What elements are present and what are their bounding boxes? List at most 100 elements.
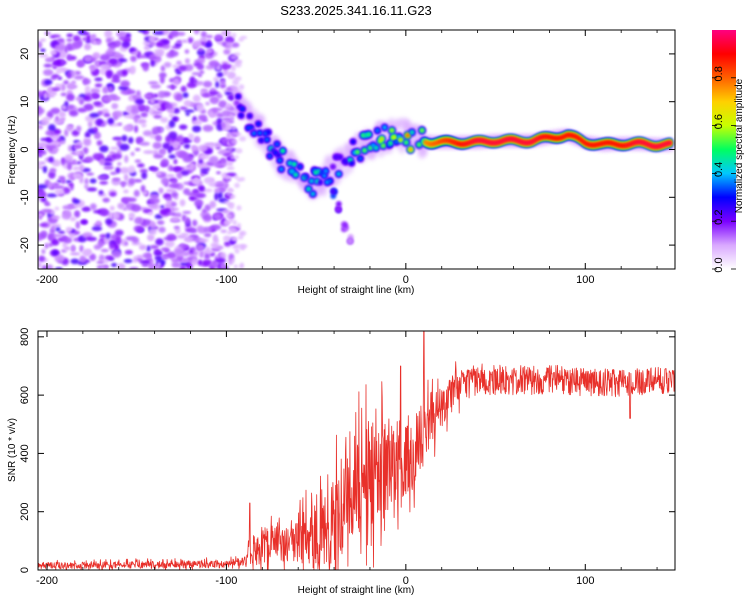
spectrogram-noise-blob — [136, 163, 145, 168]
spectrogram-noise-blob — [160, 65, 166, 72]
spectrogram-noise-blob — [213, 213, 222, 220]
spectrogram-y-tick-label: -10 — [19, 189, 31, 205]
spectrogram-noise-blob — [239, 262, 244, 268]
spectrogram-branch-cell — [335, 200, 342, 207]
spectrogram-noise-blob — [214, 192, 219, 201]
spectrogram-noise-blob — [84, 178, 89, 185]
spectrogram-noise-blob — [170, 216, 179, 222]
spectrogram-signal-cell — [382, 125, 387, 130]
spectrogram-noise-blob — [179, 106, 188, 110]
spectrogram-noise-blob — [74, 210, 81, 218]
spectrogram-noise-blob — [93, 126, 98, 133]
spectrogram-noise-blob — [191, 178, 200, 185]
spectrogram-signal-cell — [237, 104, 242, 109]
spectrogram-noise-blob — [42, 69, 54, 76]
spectrogram-signal-cell — [405, 133, 410, 138]
spectrogram-noise-blob — [140, 111, 148, 118]
spectrogram-noise-blob — [225, 121, 231, 129]
spectrogram-signal-cell — [328, 179, 332, 183]
spectrogram-noise-blob — [108, 57, 118, 66]
spectrogram-noise-blob — [115, 167, 121, 174]
spectrogram-noise-blob — [117, 122, 123, 126]
spectrogram-noise-blob — [187, 83, 197, 87]
spectrogram-signal-cell — [276, 153, 281, 157]
colorbar-tick-label: 0.6 — [713, 114, 725, 129]
spectrogram-noise-blob — [151, 126, 163, 134]
colorbar-tick-label: 0.4 — [713, 162, 725, 177]
spectrogram-noise-blob — [142, 40, 151, 46]
spectrogram-noise-blob — [166, 212, 175, 216]
spectrogram-noise-blob — [44, 31, 51, 36]
spectrogram-noise-blob — [51, 159, 61, 167]
spectrogram-noise-blob — [117, 161, 122, 166]
spectrogram-signal-cell — [336, 172, 341, 176]
snr-y-axis-title: SNR (10 * v/v) — [7, 418, 18, 482]
spectrogram-noise-blob — [133, 189, 140, 197]
spectrogram-noise-blob — [76, 61, 84, 68]
spectrogram-noise-blob — [133, 125, 139, 133]
spectrogram-noise-blob — [149, 197, 160, 205]
spectrogram-noise-blob — [225, 41, 234, 47]
spectrogram-noise-blob — [130, 55, 137, 62]
spectrogram-noise-blob — [133, 179, 143, 183]
spectrogram-noise-blob — [124, 155, 129, 163]
spectrogram-noise-blob — [185, 111, 190, 116]
spectrogram-noise-blob — [177, 31, 186, 36]
spectrogram-noise-blob — [209, 200, 217, 209]
spectrogram-noise-blob — [51, 249, 59, 256]
spectrogram-noise-blob — [166, 174, 175, 178]
snr-panel: -200 -100 0 100 0 200 400 600 800 Height of str… — [7, 328, 676, 596]
spectrogram-noise-blob — [53, 233, 64, 238]
spectrogram-noise-blob — [185, 262, 193, 269]
spectrogram-noise-blob — [39, 161, 46, 165]
spectrogram-noise-blob — [66, 71, 72, 79]
snr-x-axis: -200 -100 0 100 — [36, 331, 658, 587]
spectrogram-signal-cell — [338, 155, 343, 159]
spectrogram-noise-blob — [63, 209, 72, 217]
spectrogram-noise-blob — [139, 259, 151, 265]
spectrogram-noise-blob — [183, 137, 189, 143]
spectrogram-noise-blob — [191, 72, 200, 76]
spectrogram-noise-blob — [112, 51, 122, 58]
spectrogram-noise-blob — [131, 51, 139, 56]
spectrogram-noise-blob — [183, 235, 195, 243]
spectrogram-signal-cell — [397, 134, 401, 139]
snr-series-line — [38, 331, 675, 570]
spectrogram-noise-blob — [58, 50, 66, 58]
spectrogram-noise-blob — [134, 159, 142, 164]
spectrogram-noise-blob — [123, 173, 129, 182]
spectrogram-noise-blob — [141, 123, 147, 128]
spectrogram-noise-blob — [137, 30, 147, 33]
spectrogram-noise-blob — [123, 189, 129, 194]
spectrogram-noise-blob — [198, 238, 209, 243]
figure-title: S233.2025.341.16.11.G23 — [280, 3, 432, 18]
spectrogram-noise-blob — [168, 183, 179, 189]
spectrogram-noise-blob — [43, 63, 53, 68]
spectrogram-noise-blob — [161, 256, 169, 260]
spectrogram-noise-blob — [38, 107, 45, 115]
spectrogram-noise-blob — [230, 131, 239, 136]
spectrogram-noise-blob — [203, 232, 212, 238]
spectrogram-noise-blob — [105, 38, 113, 44]
spectrogram-noise-blob — [148, 228, 157, 236]
spectrogram-noise-blob — [214, 34, 223, 41]
spectrogram-signal-cell — [325, 180, 330, 184]
spectrogram-noise-blob — [60, 157, 66, 166]
spectrogram-noise-blob — [94, 83, 103, 88]
spectrogram-signal-cell — [398, 138, 403, 142]
spectrogram-noise-blob — [172, 140, 180, 149]
spectrogram-y-tick-label: 10 — [19, 96, 31, 108]
spectrogram-noise-blob — [43, 92, 48, 100]
spectrogram-noise-blob — [201, 118, 209, 122]
spectrogram-noise-blob — [87, 120, 93, 128]
spectrogram-noise-blob — [50, 226, 56, 230]
spectrogram-noise-blob — [178, 124, 188, 130]
spectrogram-noise-blob — [79, 244, 84, 253]
spectrogram-noise-blob — [54, 206, 60, 211]
spectrogram-noise-blob — [99, 145, 109, 153]
spectrogram-noise-blob — [222, 62, 228, 70]
spectrogram-signal-cell — [239, 113, 243, 118]
spectrogram-noise-blob — [134, 147, 141, 152]
spectrogram-noise-blob — [93, 131, 101, 140]
spectrogram-signal-cell — [267, 154, 272, 158]
